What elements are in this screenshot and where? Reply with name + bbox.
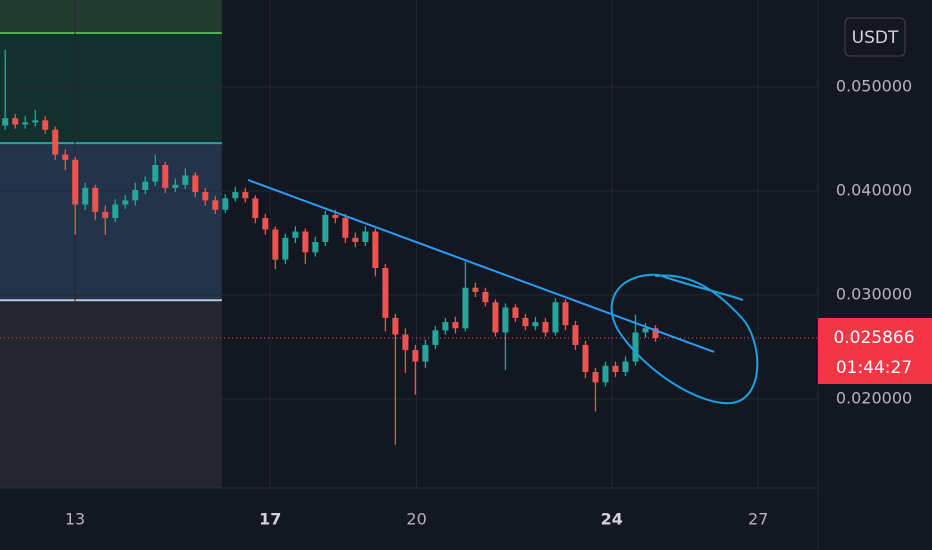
candle-body bbox=[82, 187, 89, 205]
candle-body bbox=[62, 154, 69, 160]
candle-body bbox=[652, 328, 659, 338]
freehand-stroke bbox=[661, 275, 744, 301]
x-tick-label: 27 bbox=[748, 510, 768, 529]
candle-body bbox=[202, 192, 209, 201]
candle-body bbox=[132, 189, 139, 201]
candle-body bbox=[222, 198, 229, 210]
candle-body bbox=[112, 204, 119, 219]
drawings bbox=[247, 179, 759, 405]
position-tool bbox=[0, 0, 222, 488]
candle-body bbox=[322, 214, 329, 242]
candle-body bbox=[122, 200, 129, 205]
candle-body bbox=[542, 322, 549, 333]
candle-body bbox=[272, 229, 279, 260]
x-tick-label: 24 bbox=[601, 510, 623, 529]
x-tick-label: 20 bbox=[406, 510, 426, 529]
candle-body bbox=[362, 231, 369, 242]
candle-body bbox=[232, 192, 239, 199]
candle-body bbox=[72, 159, 79, 205]
risk-zone bbox=[0, 143, 222, 301]
candle-body bbox=[492, 302, 499, 333]
last-price-label: 0.025866 bbox=[833, 328, 914, 348]
candle-body bbox=[12, 118, 19, 125]
candle-body bbox=[172, 184, 179, 188]
candle-body bbox=[412, 350, 419, 362]
candle-body bbox=[142, 181, 149, 190]
candle-body bbox=[22, 122, 29, 125]
x-tick-label: 13 bbox=[65, 510, 85, 529]
above-target-zone bbox=[0, 0, 222, 33]
candle-body bbox=[572, 325, 579, 345]
candle-body bbox=[102, 211, 109, 219]
below-stop-zone bbox=[0, 300, 222, 488]
candle-body bbox=[302, 231, 309, 253]
countdown-label: 01:44:27 bbox=[836, 358, 912, 378]
candle-body bbox=[192, 175, 199, 193]
candle-body bbox=[472, 287, 479, 292]
candle-body bbox=[602, 365, 609, 383]
candle-body bbox=[392, 317, 399, 335]
grid bbox=[0, 0, 818, 488]
candle-body bbox=[402, 334, 409, 351]
candle-body bbox=[182, 175, 189, 185]
candle-body bbox=[42, 120, 49, 130]
candle-body bbox=[2, 118, 9, 126]
candle-body bbox=[352, 237, 359, 242]
currency-button[interactable]: USDT bbox=[844, 17, 906, 57]
candle-body bbox=[582, 344, 589, 372]
candle-body bbox=[612, 365, 619, 372]
candle-body bbox=[532, 322, 539, 327]
candle-body bbox=[372, 231, 379, 268]
candle-body bbox=[342, 218, 349, 238]
candle-body bbox=[312, 241, 319, 253]
candle-body bbox=[592, 371, 599, 383]
candle-body bbox=[242, 192, 249, 199]
candles bbox=[2, 49, 659, 445]
candle-body bbox=[382, 267, 389, 318]
freehand-ellipse bbox=[610, 273, 759, 405]
profit-zone bbox=[0, 32, 222, 144]
candle-body bbox=[162, 165, 169, 188]
candle-body bbox=[442, 322, 449, 331]
candle-body bbox=[522, 317, 529, 327]
candle-body bbox=[552, 302, 559, 333]
candle-body bbox=[292, 231, 299, 238]
candle-body bbox=[462, 287, 469, 329]
y-tick-label: 0.030000 bbox=[836, 285, 912, 304]
candle-body bbox=[622, 361, 629, 372]
candle-body bbox=[452, 322, 459, 329]
candle-body bbox=[482, 291, 489, 303]
candle-body bbox=[262, 218, 269, 230]
candle-body bbox=[332, 214, 339, 219]
candle-body bbox=[512, 307, 519, 318]
candle-body bbox=[282, 237, 289, 260]
candle-body bbox=[422, 344, 429, 362]
y-tick-label: 0.040000 bbox=[836, 181, 912, 200]
x-tick-label: 17 bbox=[259, 510, 281, 529]
axes: 0.020000 0.030000 0.040000 0.050000 13 17 20 24… bbox=[65, 77, 932, 529]
candle-body bbox=[92, 187, 99, 212]
candle-body bbox=[52, 129, 59, 155]
candle-body bbox=[642, 328, 649, 333]
currency-label[interactable]: USDT bbox=[852, 28, 899, 48]
candle-body bbox=[252, 198, 259, 219]
candle-body bbox=[32, 120, 39, 123]
candle-body bbox=[562, 302, 569, 326]
currency-button-frame[interactable] bbox=[844, 17, 906, 57]
candle-body bbox=[212, 200, 219, 210]
candle-body bbox=[632, 332, 639, 362]
y-tick-label: 0.020000 bbox=[836, 388, 912, 407]
candle-body bbox=[502, 307, 509, 333]
y-tick-label: 0.050000 bbox=[836, 77, 912, 96]
last-price-badge bbox=[818, 317, 932, 384]
candle-body bbox=[432, 330, 439, 345]
trendline bbox=[247, 179, 715, 353]
candle-body bbox=[152, 165, 159, 182]
